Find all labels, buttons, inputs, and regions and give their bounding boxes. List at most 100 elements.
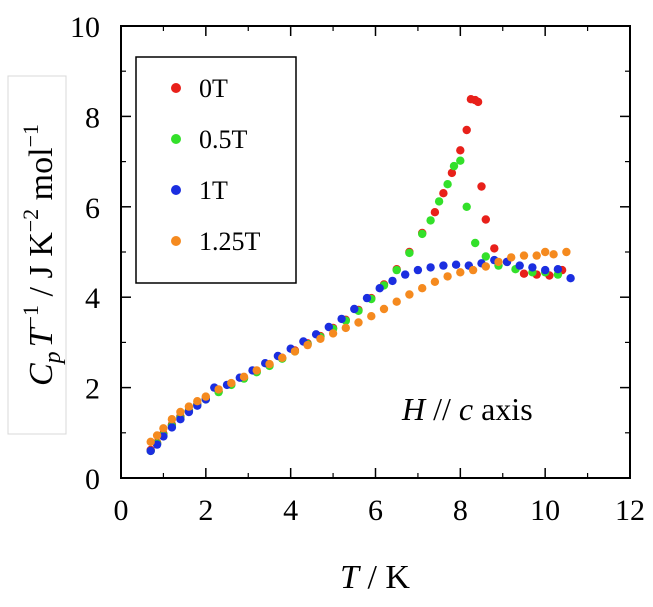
data-point xyxy=(167,423,177,432)
data-point xyxy=(439,261,448,270)
data-point xyxy=(426,263,435,272)
data-point xyxy=(418,284,427,293)
data-point xyxy=(167,415,177,424)
legend-label: 1.25T xyxy=(199,227,261,256)
data-point xyxy=(449,161,459,171)
data-point xyxy=(146,446,155,456)
x-tick-label: 6 xyxy=(368,494,383,527)
data-point xyxy=(477,182,486,191)
data-point xyxy=(214,385,223,394)
data-point xyxy=(265,359,274,369)
data-point xyxy=(519,251,529,260)
data-point xyxy=(541,247,550,257)
data-point xyxy=(451,260,461,269)
data-point xyxy=(328,329,338,338)
y-tick-label: 6 xyxy=(85,192,100,225)
data-point xyxy=(462,125,471,135)
data-point xyxy=(290,347,300,356)
data-point xyxy=(337,314,346,324)
y-tick-label: 8 xyxy=(85,101,100,134)
x-tick-label: 8 xyxy=(453,494,468,527)
x-tick-label: 10 xyxy=(530,494,560,527)
data-point xyxy=(176,415,185,424)
x-axis-title: T / K xyxy=(340,559,410,596)
data-point xyxy=(341,323,350,333)
data-point xyxy=(481,215,490,224)
y-tick-label: 10 xyxy=(70,11,100,44)
data-point xyxy=(405,290,414,299)
legend-marker xyxy=(171,134,181,144)
data-point xyxy=(430,208,440,217)
data-point xyxy=(443,180,452,189)
data-point xyxy=(515,261,524,270)
data-point xyxy=(146,437,155,446)
data-point xyxy=(375,284,384,293)
data-point xyxy=(201,392,210,401)
data-point xyxy=(159,424,168,433)
data-point xyxy=(443,272,452,281)
data-point xyxy=(456,268,465,277)
series-1.25T xyxy=(146,247,571,446)
data-point xyxy=(354,318,363,327)
data-point xyxy=(193,397,202,406)
data-point xyxy=(405,248,414,258)
data-point xyxy=(519,269,529,278)
y-tick-label: 0 xyxy=(85,463,100,496)
data-point xyxy=(473,97,483,107)
data-point xyxy=(379,304,389,314)
data-point xyxy=(456,156,465,165)
data-point xyxy=(159,432,168,441)
x-tick-labels: 0 2 4 6 8 10 12 xyxy=(114,494,646,527)
data-point xyxy=(471,238,480,248)
data-point xyxy=(239,372,249,381)
data-point xyxy=(490,244,499,253)
data-point xyxy=(426,216,435,225)
data-point xyxy=(152,440,162,449)
data-point xyxy=(350,304,359,314)
y-tick-labels: 0 2 4 6 8 10 xyxy=(70,11,100,496)
x-tick-label: 0 xyxy=(114,494,129,527)
data-point xyxy=(303,340,312,350)
data-point xyxy=(367,312,376,321)
data-point xyxy=(456,146,465,155)
data-point xyxy=(562,247,571,257)
data-point xyxy=(434,197,444,206)
x-tick-label: 4 xyxy=(283,494,298,527)
axis-ticks xyxy=(121,26,630,478)
data-point xyxy=(532,251,541,260)
data-point xyxy=(507,253,516,262)
y-tick-label: 2 xyxy=(85,373,100,406)
data-point xyxy=(462,202,471,211)
data-point xyxy=(388,276,397,286)
legend-marker xyxy=(171,185,181,195)
data-point xyxy=(418,229,427,239)
legend-label: 0.5T xyxy=(199,125,248,154)
data-point xyxy=(316,334,325,343)
legend-label: 0T xyxy=(199,74,228,103)
legend-marker xyxy=(171,83,181,93)
data-point xyxy=(468,265,478,275)
data-point xyxy=(227,378,236,388)
data-point xyxy=(184,402,194,411)
y-axis-title: CpT−1 / J K−2 mol−1 xyxy=(18,124,66,386)
data-point xyxy=(152,431,162,440)
y-tick-label: 4 xyxy=(85,282,100,315)
legend-marker xyxy=(171,236,181,246)
data-point xyxy=(362,293,372,303)
data-point xyxy=(494,257,503,267)
data-point xyxy=(481,252,490,261)
data-point xyxy=(566,274,575,283)
data-point xyxy=(176,407,185,417)
annotation-text: H // c axis xyxy=(401,391,533,427)
data-point xyxy=(278,353,287,362)
data-point xyxy=(553,265,563,274)
data-point xyxy=(401,270,410,279)
data-point xyxy=(392,265,401,275)
data-point xyxy=(324,322,333,332)
data-point xyxy=(430,277,440,286)
legend-box xyxy=(135,56,297,284)
data-point xyxy=(439,189,448,198)
legend-label: 1T xyxy=(199,176,228,205)
data-point xyxy=(481,262,490,271)
